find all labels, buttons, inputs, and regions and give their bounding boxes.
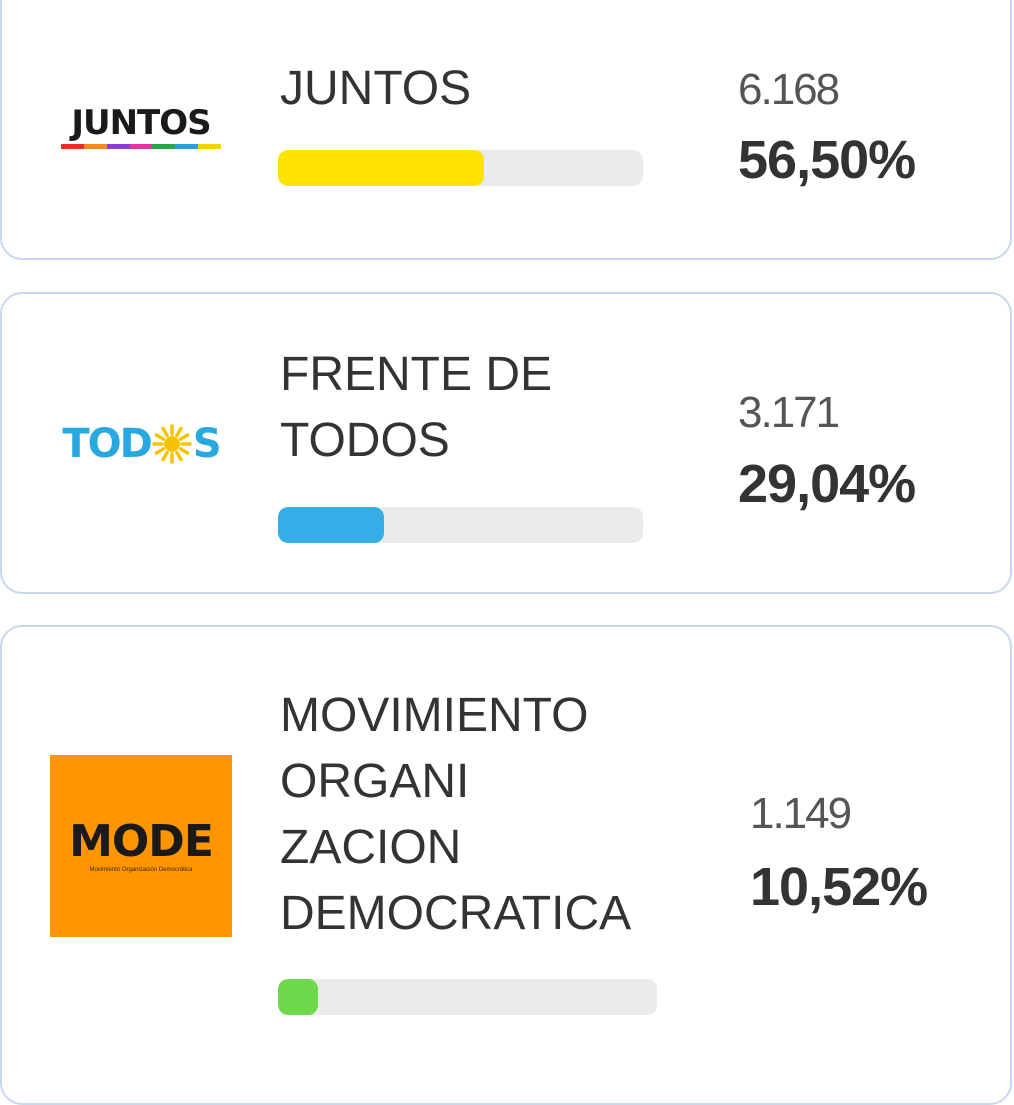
vote-share-bar-fill [278, 979, 318, 1015]
vote-count: 6.168 [738, 65, 840, 114]
party-name: MOVIMIENTO ORGANI ZACION DEMOCRATICA [280, 689, 632, 940]
juntos-logo: JUNTOS [50, 92, 232, 162]
vote-share-bar-fill [278, 507, 384, 543]
vote-percent: 56,50% [738, 130, 916, 190]
mode-logo-subtext: Movimiento Organización Democrática [89, 866, 193, 873]
todos-logo-text-right: S [192, 421, 222, 467]
result-card-mode[interactable]: MODE Movimiento Organización Democrática… [0, 625, 1012, 1105]
sun-icon [152, 424, 192, 464]
vote-share-bar [278, 507, 643, 543]
result-card-frente-de-todos[interactable]: TOD S FRENTE DE TODOS 3.171 29,04% [0, 292, 1012, 594]
vote-count: 3.171 [738, 388, 840, 437]
todos-logo-text-left: TOD [62, 421, 152, 467]
party-name: FRENTE DE TODOS [280, 348, 553, 467]
vote-share-bar [278, 150, 643, 186]
mode-logo: MODE Movimiento Organización Democrática [50, 755, 232, 937]
vote-share-bar [278, 979, 657, 1015]
vote-percent: 10,52% [750, 857, 928, 917]
todos-logo: TOD S [50, 414, 232, 474]
juntos-logo-stripe [61, 143, 222, 149]
vote-share-bar-fill [278, 150, 485, 186]
vote-percent: 29,04% [738, 454, 916, 514]
mode-logo-text: MODE [69, 815, 214, 867]
juntos-logo-text: JUNTOS [71, 102, 211, 143]
vote-count: 1.149 [750, 789, 852, 838]
party-name: JUNTOS [280, 62, 472, 115]
result-card-juntos[interactable]: JUNTOS JUNTOS 6.168 56,50% [0, 0, 1012, 260]
